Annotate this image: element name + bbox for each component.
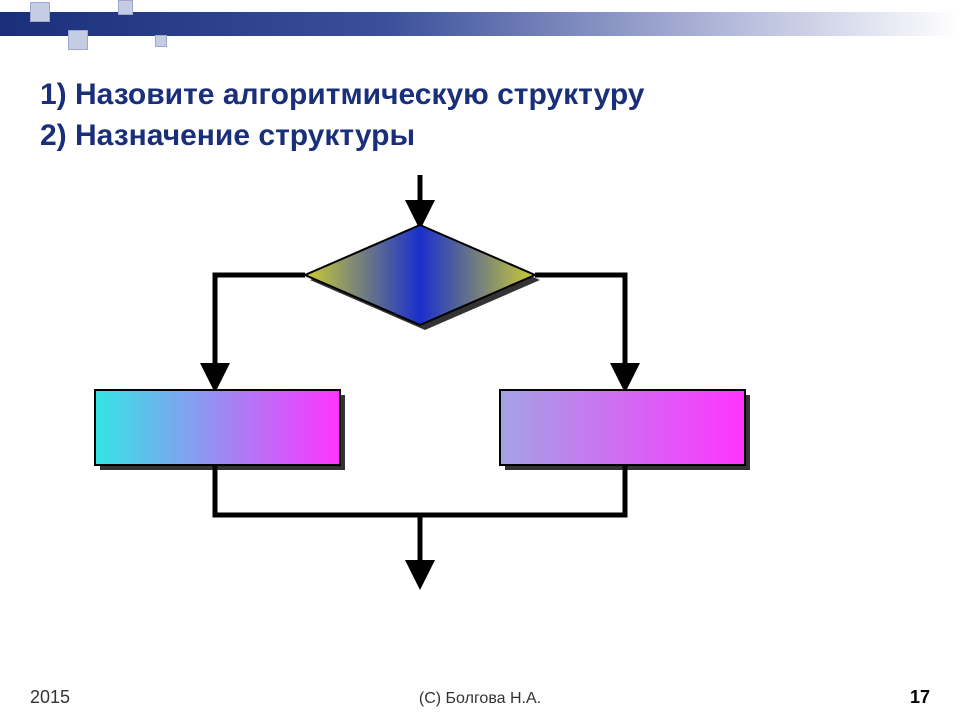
decor-square-3 xyxy=(118,0,133,15)
footer-year: 2015 xyxy=(30,687,70,708)
gradient-bar xyxy=(0,12,960,36)
process-right-node xyxy=(500,390,745,465)
flowchart-diagram xyxy=(0,175,960,625)
page-heading: 1) Назовите алгоритмическую структуру 2)… xyxy=(40,75,644,156)
process-left-node xyxy=(95,390,340,465)
edge-left-merge xyxy=(215,465,420,515)
edge-right-branch xyxy=(535,275,625,383)
decor-square-4 xyxy=(155,35,167,47)
heading-line-2: 2) Назначение структуры xyxy=(40,116,644,157)
decision-node xyxy=(305,225,535,325)
decor-square-2 xyxy=(68,30,88,50)
heading-line-1: 1) Назовите алгоритмическую структуру xyxy=(40,75,644,116)
footer-author: (С) Болгова Н.А. xyxy=(419,690,541,708)
edge-right-merge xyxy=(420,465,625,515)
footer-page: 17 xyxy=(910,687,930,708)
top-decoration xyxy=(0,0,960,50)
edge-left-branch xyxy=(215,275,305,383)
decor-square-1 xyxy=(30,2,50,22)
